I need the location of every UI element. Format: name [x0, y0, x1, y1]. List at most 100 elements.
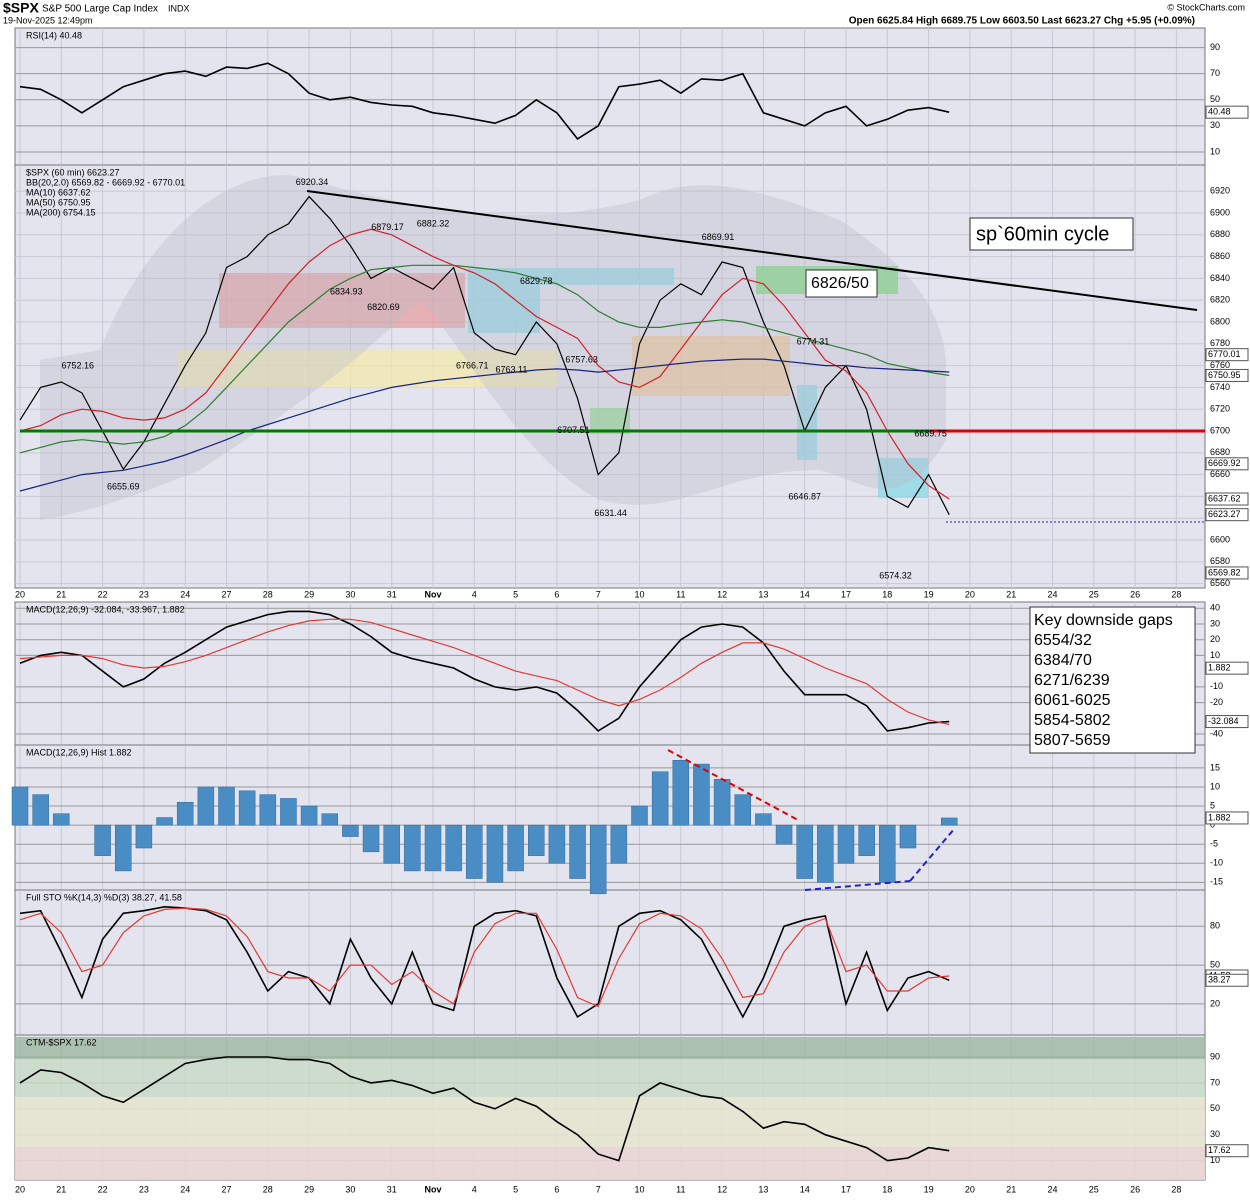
- ctm-zone-mid: [15, 1097, 1205, 1147]
- y-tick-label: -10: [1210, 681, 1223, 691]
- value-label-box: [1205, 508, 1249, 522]
- axis-value-label: 17.62: [1208, 1145, 1231, 1155]
- x-tick-label: 21: [56, 589, 66, 599]
- bar: [569, 824, 586, 879]
- x-tick-label: 21: [56, 1184, 66, 1194]
- y-tick-label: 30: [1210, 1129, 1220, 1139]
- bar: [734, 794, 751, 826]
- x-tick-label: 26: [1130, 1184, 1140, 1194]
- x-tick-label: 18: [882, 1184, 892, 1194]
- value-label-box: [1205, 661, 1249, 675]
- y-tick-label: 6780: [1210, 338, 1230, 348]
- bar: [651, 771, 669, 826]
- key-gap: 6384/70: [1034, 652, 1092, 669]
- series-line: [19, 905, 950, 1019]
- x-tick-label: 27: [221, 1184, 231, 1194]
- bar: [548, 824, 566, 864]
- bar: [321, 813, 338, 826]
- y-tick-label: 6740: [1210, 382, 1230, 392]
- y-tick-label: 0: [1210, 820, 1215, 830]
- high-label: 6869.91: [702, 232, 735, 242]
- panel-background: [14, 744, 1206, 891]
- x-tick-label: Nov: [424, 589, 441, 599]
- note-box: [805, 269, 878, 298]
- y-tick-label: 15: [1210, 762, 1220, 772]
- value-label-box: [1205, 348, 1249, 362]
- y-tick-label: 6880: [1210, 229, 1230, 239]
- y-tick-label: 90: [1210, 42, 1220, 52]
- axis-value-label: 6569.82: [1208, 567, 1241, 577]
- low-label: 6707.51: [557, 425, 590, 435]
- y-tick-label: 70: [1210, 1077, 1220, 1087]
- ctm-zone-low: [15, 1147, 1205, 1180]
- bar: [528, 824, 545, 856]
- series-line: [19, 610, 950, 732]
- x-tick-label: 17: [841, 589, 851, 599]
- x-tick-label: 31: [387, 1184, 397, 1194]
- y-tick-label: 6680: [1210, 447, 1230, 457]
- key-gap: 5854-5802: [1034, 712, 1111, 729]
- bar: [589, 824, 607, 895]
- legend-entry: MA(200) 6754.15: [26, 207, 96, 217]
- value-label-box: [1205, 973, 1249, 987]
- bar: [32, 794, 49, 826]
- bar: [135, 824, 153, 849]
- series-line: [19, 907, 950, 1008]
- backgrounds: [14, 27, 1206, 1181]
- y-tick-label: 6700: [1210, 425, 1230, 435]
- y-tick-label: 30: [1210, 120, 1220, 130]
- high-label: 6829.78: [520, 276, 553, 286]
- bar: [115, 824, 132, 872]
- series-line: [19, 228, 950, 500]
- x-tick-label: 28: [263, 1184, 273, 1194]
- value-label-box: [1205, 715, 1249, 729]
- zone-box: [797, 385, 817, 460]
- bar: [858, 824, 875, 856]
- low-label: 6574.32: [879, 570, 912, 580]
- high-label: 6882.32: [417, 219, 450, 229]
- y-tick-label: 6860: [1210, 251, 1230, 261]
- x-tick-label: 20: [15, 589, 25, 599]
- low-label: 6766.71: [456, 361, 489, 371]
- y-tick-label: 6900: [1210, 207, 1230, 217]
- low-label: 6646.87: [788, 491, 821, 501]
- x-tick-label: 14: [800, 1184, 810, 1194]
- bar: [53, 813, 70, 826]
- y-tick-label: 6600: [1210, 534, 1230, 544]
- x-tick-label: 10: [634, 589, 644, 599]
- x-tick-label: 5: [513, 1184, 518, 1194]
- x-tick-label: 20: [965, 589, 975, 599]
- x-tick-label: 24: [1047, 589, 1057, 599]
- y-tick-label: 10: [1210, 781, 1220, 791]
- y-tick-label: 6720: [1210, 404, 1230, 414]
- zone-box: [468, 268, 540, 333]
- y-tick-label: 20: [1210, 998, 1220, 1008]
- y-tick-label: 6840: [1210, 273, 1230, 283]
- y-tick-label: 10: [1210, 650, 1220, 660]
- bar: [197, 786, 215, 826]
- x-tick-label: 23: [139, 589, 149, 599]
- panel-title: $SPX (60 min) 6623.27: [26, 167, 120, 177]
- overlays: $SPX S&P 500 Large Cap Index INDX 19-Nov…: [3, 0, 1249, 1194]
- x-tick-label: 11: [676, 589, 685, 599]
- exchange: INDX: [168, 3, 190, 13]
- x-tick-label: 28: [1171, 589, 1181, 599]
- x-tick-label: 12: [717, 589, 727, 599]
- high-label: 6689.75: [914, 429, 947, 439]
- trend-line: [306, 190, 1198, 311]
- high-label: 6757.63: [565, 355, 598, 365]
- y-tick-label: 10: [1210, 146, 1220, 156]
- key-gaps-title: Key downside gaps: [1034, 612, 1173, 629]
- axis-value-label: 40.48: [1208, 107, 1231, 117]
- y-tick-label: 20: [1210, 634, 1220, 644]
- bar: [507, 824, 524, 872]
- y-tick-label: 6760: [1210, 360, 1230, 370]
- panel-title: MACD(12,26,9) -32.084, -33.967, 1.882: [26, 604, 185, 614]
- axis-value-label: 1.882: [1208, 663, 1231, 673]
- axis-value-label: 6750.95: [1208, 370, 1241, 380]
- series-line: [19, 195, 950, 515]
- y-tick-label: 70: [1210, 68, 1220, 78]
- legend-entry: MA(50) 6750.95: [26, 197, 91, 207]
- y-tick-label: 90: [1210, 1051, 1220, 1061]
- bar: [362, 824, 380, 853]
